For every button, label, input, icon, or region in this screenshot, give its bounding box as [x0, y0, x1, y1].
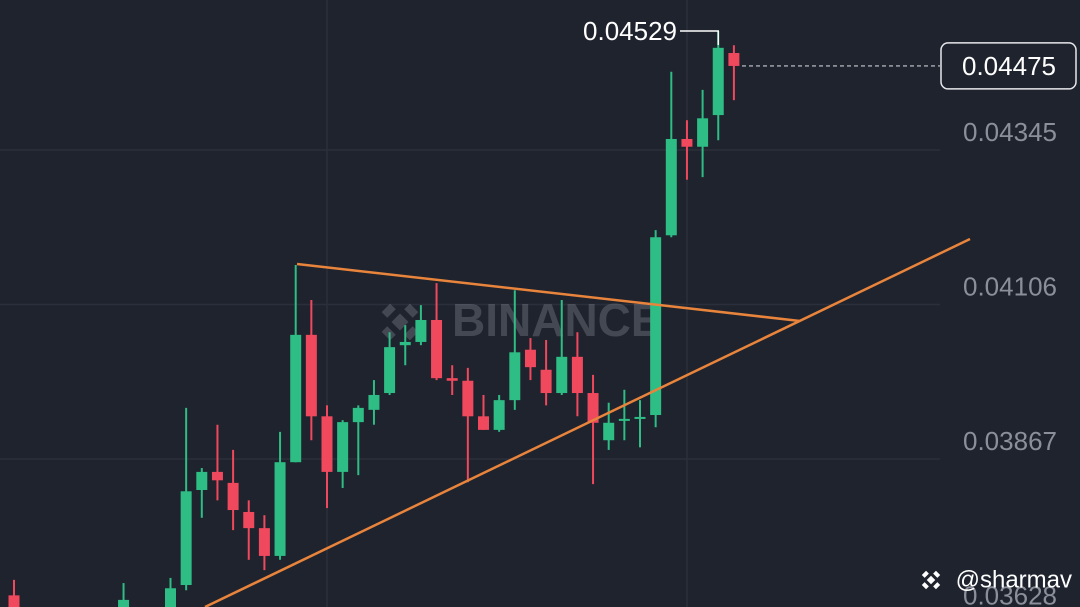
candle-body — [211, 471, 223, 481]
candle-body — [665, 138, 677, 236]
y-tick-label: 0.04345 — [963, 117, 1057, 147]
high-marker-line — [680, 30, 719, 46]
y-tick-label: 0.04106 — [963, 271, 1057, 301]
candle-body — [603, 422, 615, 441]
candle-body — [352, 407, 364, 423]
candle-body — [337, 422, 349, 472]
candle-body — [462, 380, 474, 417]
candle-body — [478, 416, 489, 430]
last-price-box — [940, 42, 1077, 90]
candle-body — [509, 352, 521, 401]
candle-body — [305, 334, 317, 417]
credit: @sharmav — [956, 566, 1072, 593]
candle-body — [8, 595, 20, 607]
candle-body — [634, 416, 646, 419]
candle-body — [697, 118, 709, 147]
candle-body — [165, 588, 176, 607]
candle-body — [618, 418, 630, 421]
trendline-lower — [204, 237, 971, 607]
candle-body — [321, 416, 333, 472]
grid: 0.03628 0.03867 0.04106 0.04345 — [0, 117, 1057, 607]
candle-body — [728, 53, 740, 66]
y-tick-label: 0.03867 — [963, 426, 1057, 456]
candle-body — [431, 319, 443, 379]
candle-body — [650, 237, 662, 416]
overlay: 0.04529 0.04475 — [583, 16, 1077, 90]
candle-body — [258, 528, 270, 556]
y-tick-label: 0.03628 — [963, 580, 1057, 607]
candle-body — [180, 491, 192, 586]
last-price-label: 0.04475 — [962, 51, 1056, 81]
candle-body — [587, 393, 599, 423]
candle-body — [540, 369, 552, 394]
candle-body — [368, 394, 380, 410]
candle-body — [415, 319, 427, 342]
candle-body — [399, 341, 411, 346]
candle-body — [384, 347, 396, 394]
candles — [8, 31, 740, 607]
candle-body — [681, 138, 693, 147]
candle-body — [556, 356, 568, 394]
high-marker-label: 0.04529 — [583, 16, 677, 46]
candle-body — [196, 471, 208, 490]
candle-body — [493, 400, 505, 430]
trendline-upper — [296, 262, 801, 323]
candle-body — [118, 599, 130, 607]
candle-body — [524, 349, 536, 368]
candle-body — [290, 334, 302, 463]
candle-body — [571, 356, 583, 394]
candle-body — [712, 47, 724, 116]
watermark: BINANCE — [381, 294, 662, 346]
candle-body — [243, 511, 255, 529]
candle-body — [227, 482, 239, 511]
watermark-text: BINANCE — [452, 294, 662, 346]
candle-body — [446, 378, 458, 381]
candle-body — [274, 462, 286, 556]
